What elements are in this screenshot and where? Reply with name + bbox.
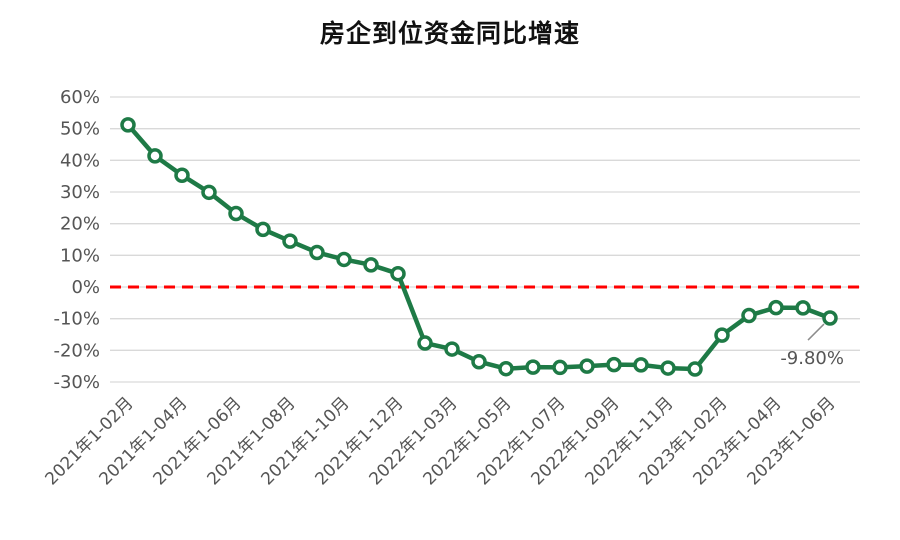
data-point	[525, 359, 541, 375]
data-point	[795, 300, 811, 316]
data-point	[174, 167, 190, 183]
data-point	[471, 353, 487, 370]
y-tick-label: 10%	[60, 245, 100, 266]
y-tick-label: 40%	[60, 150, 100, 171]
data-point	[228, 205, 244, 222]
series-group	[120, 117, 838, 377]
y-tick-label: 0%	[71, 277, 100, 298]
y-tick-label: -20%	[53, 340, 100, 361]
chart-title: 房企到位资金同比增速	[319, 19, 580, 48]
data-point	[444, 341, 460, 357]
data-point	[768, 299, 784, 316]
data-point	[255, 221, 271, 238]
data-point	[606, 356, 622, 373]
y-tick-label: -30%	[53, 372, 100, 393]
data-point	[336, 251, 352, 268]
y-tick-label: 60%	[60, 87, 100, 108]
data-point	[120, 117, 136, 133]
y-axis-ticks: 60% 50% 40% 30% 20% 10% 0% -10% -20% -30%	[53, 87, 100, 393]
data-point	[552, 359, 568, 376]
data-point	[147, 148, 163, 164]
data-point	[417, 335, 433, 351]
data-point	[579, 358, 595, 374]
grid-lines	[110, 96, 860, 383]
data-point	[687, 361, 703, 377]
y-tick-label: -10%	[53, 309, 100, 330]
data-point	[714, 327, 730, 343]
data-point	[309, 244, 325, 261]
annotation-label: -9.80%	[780, 348, 844, 369]
y-tick-label: 20%	[60, 214, 100, 235]
y-tick-label: 30%	[60, 182, 100, 203]
data-point	[201, 184, 217, 201]
y-tick-label: 50%	[60, 119, 100, 140]
annotations: -9.80%	[780, 323, 844, 369]
data-point	[390, 265, 406, 282]
data-point	[741, 307, 757, 324]
data-point	[282, 233, 298, 249]
data-point	[822, 310, 838, 326]
data-point	[363, 257, 379, 273]
data-point	[498, 360, 514, 377]
data-point	[633, 357, 649, 373]
data-point	[660, 360, 676, 376]
annotation-leader-line	[807, 323, 825, 341]
x-axis-ticks: 2021年1-02月2021年1-04月2021年1-06月2021年1-08月…	[41, 393, 839, 489]
